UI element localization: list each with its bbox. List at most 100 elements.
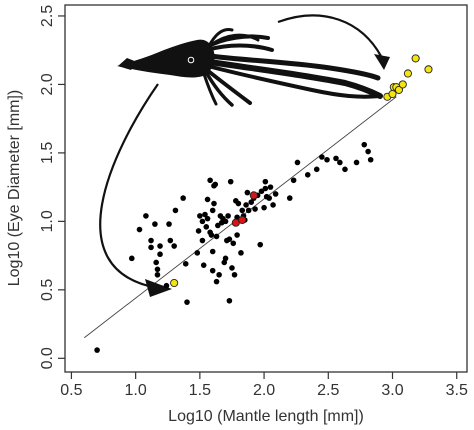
yellow-data-point <box>170 278 179 288</box>
y-axis: 0.0 0.5 1.0 1.5 2.0 2.5 <box>39 5 65 369</box>
black-data-point <box>207 177 213 184</box>
black-data-point <box>337 159 343 166</box>
x-axis-title: Log10 (Mantle length [mm]) <box>168 408 364 425</box>
black-data-point <box>319 154 325 160</box>
red-data-point <box>238 215 247 225</box>
black-data-point <box>157 251 163 258</box>
black-data-point <box>213 233 220 240</box>
black-data-point <box>235 200 242 207</box>
black-data-point <box>266 195 273 201</box>
black-data-point <box>262 185 269 192</box>
x-tick-label: 1.0 <box>125 382 147 399</box>
yellow-data-point <box>424 65 433 74</box>
y-tick-label: 0.5 <box>39 279 56 301</box>
black-data-point <box>267 184 274 190</box>
black-data-point <box>225 213 231 219</box>
black-data-point <box>226 297 233 304</box>
black-data-point <box>222 218 229 225</box>
black-data-point <box>342 166 348 173</box>
black-data-point <box>204 215 211 222</box>
black-data-point <box>136 226 143 233</box>
black-data-point <box>184 299 190 305</box>
black-data-point <box>226 236 233 242</box>
black-data-point <box>194 250 201 256</box>
x-tick-label: 0.5 <box>60 382 82 399</box>
black-data-point <box>143 213 149 219</box>
x-axis: 0.5 1.0 1.5 2.0 2.5 3.0 3.5 <box>60 372 468 399</box>
yellow-data-point <box>398 80 407 89</box>
y-tick-label: 1.0 <box>39 210 56 232</box>
black-data-point <box>195 228 202 234</box>
black-data-point <box>261 204 267 211</box>
red-data-point <box>249 191 258 200</box>
data-points <box>94 54 433 353</box>
black-data-point <box>153 259 159 266</box>
black-data-point <box>209 248 216 255</box>
black-data-point <box>209 207 216 214</box>
squid-silhouette-icon <box>117 28 383 107</box>
black-data-point <box>353 159 360 166</box>
y-tick-label: 0.0 <box>39 347 56 369</box>
x-tick-label: 3.5 <box>446 382 468 399</box>
x-tick-label: 1.5 <box>189 382 211 399</box>
black-data-point <box>230 240 237 247</box>
black-data-point <box>166 221 172 227</box>
black-data-point <box>304 172 311 178</box>
black-data-point <box>361 141 368 148</box>
black-data-point <box>154 266 161 273</box>
black-data-point <box>202 211 208 218</box>
black-data-point <box>324 156 330 163</box>
yellow-data-point <box>411 54 420 63</box>
black-data-point <box>203 224 210 230</box>
black-data-point <box>213 278 220 285</box>
y-tick-label: 1.5 <box>39 142 56 164</box>
black-data-point <box>313 166 320 173</box>
black-data-point <box>200 262 207 268</box>
black-data-point <box>238 250 244 256</box>
black-data-point <box>157 243 163 249</box>
black-data-point <box>227 178 234 185</box>
black-data-point <box>257 241 264 248</box>
x-tick-label: 2.5 <box>317 382 339 399</box>
black-data-point <box>222 255 229 262</box>
black-data-point <box>272 191 279 197</box>
plot-frame <box>64 4 468 373</box>
black-data-point <box>199 237 206 244</box>
black-data-point <box>290 177 297 184</box>
black-data-point <box>294 159 301 166</box>
black-data-point <box>163 282 170 289</box>
black-data-point <box>182 261 189 267</box>
black-data-point <box>199 218 206 225</box>
yellow-data-point <box>388 89 397 99</box>
black-data-point <box>239 207 246 214</box>
x-tick-label: 3.0 <box>381 382 403 399</box>
black-data-point <box>148 237 154 244</box>
black-data-point <box>262 178 269 185</box>
black-data-point <box>148 244 154 251</box>
black-data-point <box>333 155 339 162</box>
y-axis-title: Log10 (Eye Diameter [mm]) <box>6 90 23 287</box>
black-data-point <box>367 156 374 163</box>
black-data-point <box>171 243 177 249</box>
black-data-point <box>180 195 186 201</box>
black-data-point <box>208 232 215 238</box>
x-tick-label: 2.0 <box>253 382 275 399</box>
black-data-point <box>248 199 255 205</box>
black-data-point <box>152 221 158 227</box>
yellow-data-point <box>403 69 412 78</box>
y-tick-label: 2.0 <box>39 73 56 95</box>
black-data-point <box>234 232 240 238</box>
black-data-point <box>245 207 252 214</box>
black-data-point <box>172 207 179 214</box>
black-data-point <box>252 206 258 212</box>
black-data-point <box>204 196 211 203</box>
black-data-point <box>231 271 238 278</box>
black-data-point <box>270 202 276 208</box>
black-data-point <box>212 181 219 188</box>
black-data-point <box>197 213 203 219</box>
black-data-point <box>216 271 222 278</box>
arrow-to-yellow-point-icon <box>99 83 172 297</box>
arrow-to-yellow-cluster-icon <box>277 14 390 70</box>
yellow-data-point <box>394 85 403 94</box>
